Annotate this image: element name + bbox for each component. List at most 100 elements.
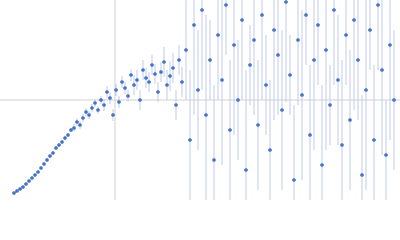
data-point — [276, 53, 280, 57]
data-point — [117, 100, 121, 104]
data-point — [174, 103, 178, 107]
data-point — [66, 133, 70, 137]
data-point — [180, 80, 184, 84]
data-point — [200, 8, 204, 12]
data-point — [153, 72, 157, 76]
data-point — [111, 113, 115, 117]
data-point — [324, 48, 328, 52]
data-point — [69, 128, 73, 132]
data-point — [288, 73, 292, 77]
chart — [0, 0, 400, 200]
data-point — [12, 191, 16, 195]
data-point — [356, 58, 360, 62]
data-point — [240, 18, 244, 22]
data-point — [376, 3, 380, 7]
data-point — [228, 128, 232, 132]
data-point — [138, 98, 142, 102]
data-point — [388, 43, 392, 47]
data-point — [87, 113, 91, 117]
data-point — [208, 58, 212, 62]
data-point — [344, 33, 348, 37]
data-point — [232, 43, 236, 47]
data-point — [75, 120, 79, 124]
data-point — [39, 166, 43, 170]
data-point — [156, 90, 160, 94]
data-point — [372, 138, 376, 142]
data-point — [384, 153, 388, 157]
data-point — [332, 8, 336, 12]
data-point — [312, 58, 316, 62]
data-point — [292, 178, 296, 182]
data-point — [336, 78, 340, 82]
data-point — [132, 83, 136, 87]
data-point — [93, 101, 97, 105]
data-point — [54, 146, 58, 150]
data-point — [268, 148, 272, 152]
data-point — [21, 185, 25, 189]
data-point — [177, 58, 181, 62]
data-point — [27, 179, 31, 183]
data-point — [340, 143, 344, 147]
data-point — [45, 158, 49, 162]
data-point — [36, 170, 40, 174]
data-point — [144, 76, 148, 80]
data-point — [84, 110, 88, 114]
data-point — [24, 182, 28, 186]
data-point — [126, 94, 130, 98]
data-point — [328, 103, 332, 107]
data-point — [212, 158, 216, 162]
data-point — [57, 143, 61, 147]
data-point — [352, 18, 356, 22]
page: (() => { const data = JSON.parse(documen… — [0, 0, 400, 200]
data-point — [284, 0, 288, 4]
data-point — [51, 151, 55, 155]
data-point — [33, 173, 37, 177]
data-point — [272, 28, 276, 32]
data-point — [280, 108, 284, 112]
data-point — [304, 13, 308, 17]
data-point — [15, 189, 19, 193]
data-point — [120, 80, 124, 84]
data-point — [150, 63, 154, 67]
data-point — [30, 176, 34, 180]
data-point — [188, 138, 192, 142]
data-point — [90, 106, 94, 110]
data-point — [135, 78, 139, 82]
data-point — [244, 168, 248, 172]
data-point — [392, 98, 396, 102]
data-point — [81, 116, 85, 120]
data-point — [316, 23, 320, 27]
data-point — [364, 88, 368, 92]
data-point — [184, 48, 188, 52]
data-point — [320, 163, 324, 167]
data-point — [123, 86, 127, 90]
data-point — [260, 13, 264, 17]
data-point — [368, 28, 372, 32]
data-point — [147, 80, 151, 84]
data-point — [360, 173, 364, 177]
data-point — [204, 113, 208, 117]
data-point — [380, 68, 384, 72]
data-point — [114, 88, 118, 92]
data-point — [18, 187, 22, 191]
data-point — [168, 74, 172, 78]
data-point — [192, 23, 196, 27]
data-point — [264, 83, 268, 87]
data-point — [48, 154, 52, 158]
data-point — [78, 123, 82, 127]
data-point — [96, 108, 100, 112]
data-point — [42, 162, 46, 166]
data-point — [236, 98, 240, 102]
data-point — [220, 78, 224, 82]
data-point — [308, 133, 312, 137]
data-point — [102, 103, 106, 107]
data-point — [108, 96, 112, 100]
data-point — [99, 98, 103, 102]
data-point — [248, 63, 252, 67]
data-point — [141, 68, 145, 72]
data-point — [296, 38, 300, 42]
data-point — [63, 136, 67, 140]
data-point — [224, 3, 228, 7]
data-point — [171, 66, 175, 70]
data-point — [105, 90, 109, 94]
